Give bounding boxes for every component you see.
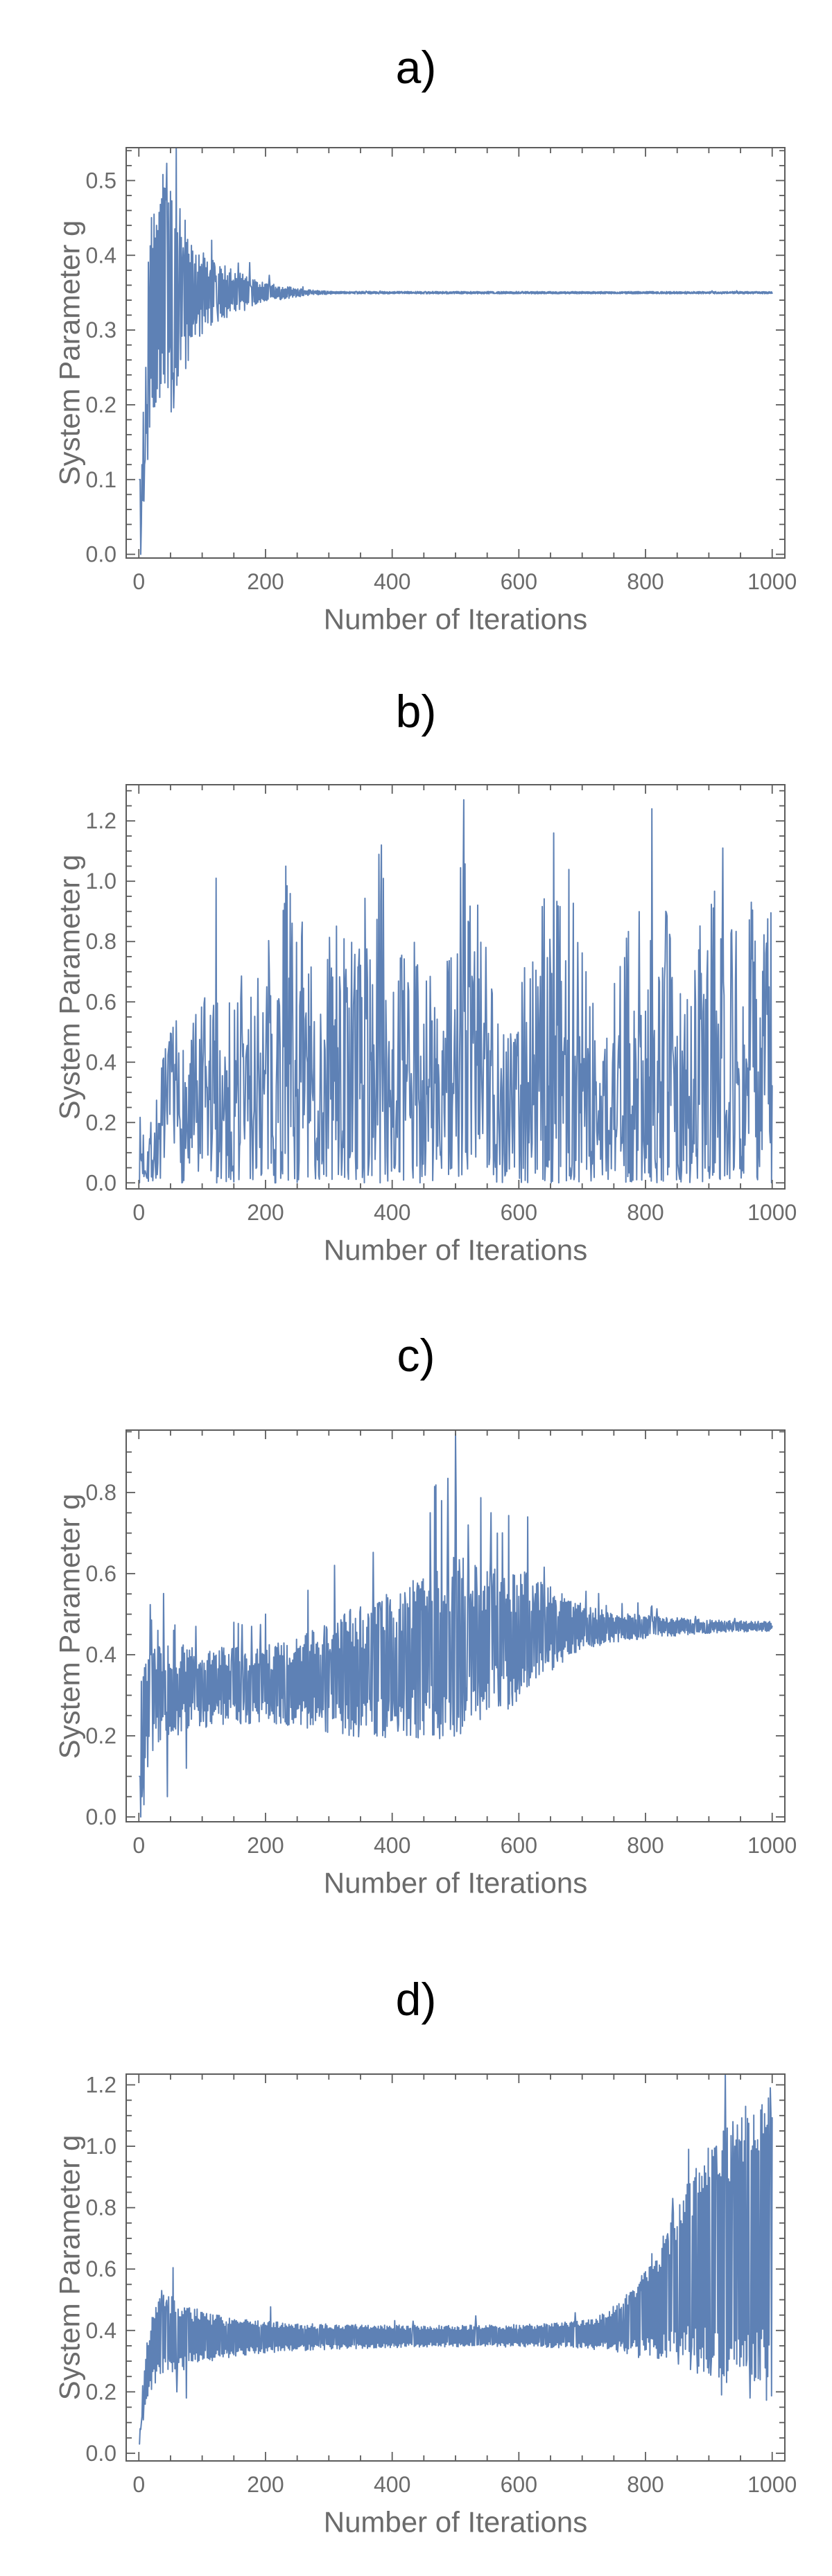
series-line: [139, 799, 773, 1184]
series-line: [139, 1433, 773, 1818]
x-tick-label: 600: [501, 2472, 537, 2497]
x-tick-label: 200: [247, 1833, 284, 1858]
x-tick-label: 400: [374, 1833, 410, 1858]
series-line: [139, 2074, 773, 2445]
y-axis-label: System Parameter g: [53, 1494, 86, 1759]
y-tick-label: 0.2: [86, 2379, 116, 2404]
y-tick-labels: 0.0 0.2 0.4 0.6 0.8 1.0 1.2: [86, 808, 116, 1195]
x-axis-label: Number of Iterations: [324, 1867, 588, 1899]
y-tick-label: 1.0: [86, 2134, 116, 2159]
y-tick-label: 0.4: [86, 2318, 116, 2343]
x-tick-label: 1000: [747, 1833, 797, 1858]
x-tick-label: 600: [501, 1833, 537, 1858]
panel-d: d) 0 200 400 600 800 1000 0.0 0.2 0.4 0.6 0.8 1.0 1.…: [0, 1932, 832, 2576]
y-tick-labels: 0.0 0.2 0.4 0.6 0.8: [86, 1480, 116, 1829]
x-tick-labels: 0 200 400 600 800 1000: [132, 1833, 797, 1858]
series-group: [139, 799, 773, 1184]
y-tick-label: 1.0: [86, 869, 116, 894]
y-tick-label: 0.0: [86, 1170, 116, 1195]
y-tick-label: 0.6: [86, 989, 116, 1014]
y-tick-label: 0.6: [86, 1561, 116, 1586]
x-tick-labels: 0 200 400 600 800 1000: [132, 2472, 797, 2497]
x-tick-label: 200: [247, 2472, 284, 2497]
y-tick-label: 0.5: [86, 168, 116, 193]
x-tick-label: 0: [132, 569, 145, 594]
y-tick-label: 0.0: [86, 542, 116, 567]
chart-canvas-c: 0 200 400 600 800 1000 0.0 0.2 0.4 0.6 0.8 Number o…: [53, 1429, 797, 1899]
y-axis-label: System Parameter g: [53, 2135, 86, 2401]
y-tick-label: 0.8: [86, 929, 116, 954]
x-tick-label: 1000: [747, 569, 797, 594]
y-tick-label: 0.3: [86, 317, 116, 342]
y-tick-label: 0.1: [86, 467, 116, 492]
x-tick-label: 600: [501, 569, 537, 594]
x-axis-label: Number of Iterations: [324, 2506, 588, 2539]
x-tick-label: 0: [132, 2472, 145, 2497]
y-tick-label: 0.8: [86, 1480, 116, 1505]
x-tick-label: 1000: [747, 1200, 797, 1225]
x-tick-label: 0: [132, 1200, 145, 1225]
y-tick-label: 1.2: [86, 808, 116, 833]
x-tick-label: 400: [374, 569, 410, 594]
x-tick-label: 600: [501, 1200, 537, 1225]
y-tick-label: 0.4: [86, 243, 116, 268]
panel-title-a: a): [395, 42, 437, 93]
panel-title-c: c): [397, 1330, 435, 1381]
series-group: [139, 2074, 773, 2445]
x-tick-label: 200: [247, 569, 284, 594]
panel-title-d: d): [395, 1974, 437, 2025]
x-tick-label: 800: [627, 569, 664, 594]
y-tick-label: 0.2: [86, 392, 116, 417]
y-axis-label: System Parameter g: [53, 855, 86, 1120]
panel-c: c) 0 200 400 600 800 1000 0.0 0.2 0.4 0.6 0.8 Numbe…: [0, 1288, 832, 1932]
plot-frame: [125, 147, 786, 559]
axis-ticks: [126, 2074, 785, 2461]
y-tick-labels: 0.0 0.1 0.2 0.3 0.4 0.5: [86, 168, 116, 566]
axis-ticks: [126, 785, 785, 1189]
y-tick-label: 0.2: [86, 1723, 116, 1748]
chart-canvas-a: 0 200 400 600 800 1000 0.0 0.1 0.2 0.3 0.4 0.5 Numbe…: [53, 147, 797, 636]
x-tick-label: 400: [374, 1200, 410, 1225]
chart-canvas-d: 0 200 400 600 800 1000 0.0 0.2 0.4 0.6 0.8 1.0 1.2 Nu…: [53, 2073, 797, 2539]
y-tick-label: 1.2: [86, 2073, 116, 2098]
y-axis-label: System Parameter g: [53, 220, 86, 486]
x-tick-labels: 0 200 400 600 800 1000: [132, 1200, 797, 1225]
x-tick-label: 800: [627, 1833, 664, 1858]
y-tick-label: 0.2: [86, 1110, 116, 1135]
y-tick-label: 0.4: [86, 1642, 116, 1667]
series-group: [139, 1433, 773, 1818]
x-tick-label: 1000: [747, 2472, 797, 2497]
panel-b: b) 0 200 400 600 800 1000 0.0 0.2 0.4 0.6 0.8 1.0 1.…: [0, 644, 832, 1288]
x-tick-label: 800: [627, 1200, 664, 1225]
y-tick-label: 0.8: [86, 2195, 116, 2220]
x-tick-label: 400: [374, 2472, 410, 2497]
x-tick-labels: 0 200 400 600 800 1000: [132, 569, 797, 594]
x-tick-label: 200: [247, 1200, 284, 1225]
x-axis-label: Number of Iterations: [324, 1234, 588, 1267]
panel-a: a) 0 200 400 600 800 1000 0.0 0.1 0.2 0.3 0.4 0.5 Nu…: [0, 0, 832, 644]
axis-ticks: [126, 148, 785, 558]
panel-title-b: b): [395, 686, 437, 737]
series-line: [139, 148, 773, 555]
y-tick-label: 0.0: [86, 2441, 116, 2466]
y-tick-label: 0.0: [86, 1804, 116, 1829]
y-tick-label: 0.4: [86, 1050, 116, 1074]
y-tick-label: 0.6: [86, 2256, 116, 2281]
axis-ticks: [126, 1430, 785, 1822]
x-axis-label: Number of Iterations: [324, 603, 588, 636]
x-tick-label: 0: [132, 1833, 145, 1858]
chart-canvas-b: 0 200 400 600 800 1000 0.0 0.2 0.4 0.6 0.8 1.0 1.2 Nu…: [53, 784, 797, 1267]
x-tick-label: 800: [627, 2472, 664, 2497]
series-group: [139, 148, 773, 555]
y-tick-labels: 0.0 0.2 0.4 0.6 0.8 1.0 1.2: [86, 2073, 116, 2466]
